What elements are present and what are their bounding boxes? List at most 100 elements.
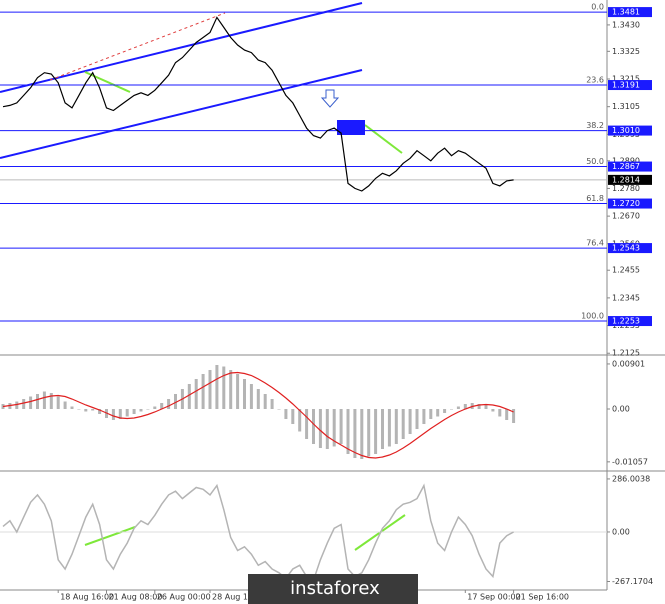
macd-bar [132,409,136,414]
signal-line [2,371,514,459]
macd-bar [415,409,419,429]
macd-bar [167,399,171,409]
y-tick-label: 1.2670 [612,212,640,221]
macd-bar [491,409,495,412]
divergence-line [84,71,131,93]
level-price-label: 1.3481 [612,8,640,17]
macd-bar [77,409,81,410]
level-price-box [608,125,652,136]
fib-level-name: 100.0 [581,312,604,321]
macd-bar [208,370,212,409]
trend-dashed [49,12,226,81]
level-price-box [608,198,652,209]
arrow-down [320,89,340,108]
macd-bar [111,409,115,420]
macd-bar [277,409,281,410]
macd-bar [249,384,253,409]
macd-bar [201,374,205,409]
macd-bar [512,409,516,423]
macd-bar [498,409,502,417]
macd-bar [84,409,88,412]
macd-bar [484,405,488,409]
macd-bar [346,409,350,454]
x-tick-label: 21 Sep 16:00 [516,593,569,602]
macd-bar [194,379,198,409]
y-tick-label: 286.0038 [612,474,650,483]
y-tick-label: 1.3215 [612,75,640,84]
price-line [2,16,514,192]
fib-level-name: 23.6 [586,76,604,85]
level-price-label: 1.3191 [612,81,640,90]
watermark: instaforex [290,578,380,599]
macd-bar [305,409,309,439]
macd-bar [360,409,364,459]
macd-bar [36,394,39,409]
macd-bar [139,409,143,412]
fib-level-name: 50.0 [586,157,604,166]
macd-bar [29,396,33,409]
macd-bar [263,394,267,409]
macd-bar [91,409,95,411]
macd-bar [222,366,226,409]
macd-bar [125,409,129,417]
macd-bar [429,409,433,419]
macd-bar [270,399,274,409]
macd-bar [443,409,447,413]
fib-level-name: 61.8 [586,194,604,203]
divergence-line [84,526,136,546]
macd-bar [325,409,329,449]
macd-bar [408,409,412,434]
x-tick-label: 28 Aug 16:00 [212,593,266,602]
watermark-box [248,574,418,604]
y-tick-label: 0.00901 [612,359,645,368]
macd-bar [353,409,357,458]
level-price-box [608,316,652,327]
macd-bar [284,409,288,419]
macd-bar [15,401,19,409]
macd-bar [298,409,302,432]
macd-bar [118,409,122,419]
level-price-label: 1.3010 [612,126,640,135]
level-price-box [608,243,652,254]
x-tick-label: 18 Aug 16:00 [60,593,114,602]
y-tick-label: -0.01057 [612,457,648,466]
macd-bar [160,403,164,409]
y-tick-label: 1.2890 [612,156,640,165]
level-price-label: 1.2867 [612,162,640,171]
fib-level-name: 38.2 [586,121,604,130]
macd-bar [98,409,102,414]
y-tick-label: 1.3430 [612,20,640,29]
macd-bar [367,409,371,457]
macd-bar [187,384,191,409]
level-price-label: 1.2253 [612,317,640,326]
macd-bar [312,409,315,444]
macd-bar [422,409,426,424]
zone-box [337,120,365,135]
y-tick-label: -267.1704 [612,577,653,586]
divergence-line [364,124,403,154]
macd-bar [236,374,240,409]
macd-bar [42,391,46,409]
y-tick-label: 1.2455 [612,266,640,275]
level-price-box [608,7,652,18]
macd-bar [450,409,453,410]
macd-bar [215,365,219,409]
channel-upper [0,2,363,93]
level-price-box [608,161,652,172]
y-tick-label: 1.2345 [612,293,640,302]
macd-bar [318,409,322,448]
y-tick-label: 1.3325 [612,47,640,56]
macd-bar [291,409,295,424]
macd-bar [456,406,460,409]
level-price-box [608,80,652,91]
macd-bar [394,409,398,444]
macd-bar [22,399,26,409]
x-tick-label: 26 Aug 00:00 [157,593,211,602]
x-tick-label: 17 Sep 00:00 [467,593,520,602]
y-tick-label: 1.2780 [612,184,640,193]
level-price-label: 1.2720 [612,199,640,208]
chart-layer: 1.34301.33251.32151.31051.29951.28901.27… [0,3,653,602]
macd-bar [381,409,384,449]
